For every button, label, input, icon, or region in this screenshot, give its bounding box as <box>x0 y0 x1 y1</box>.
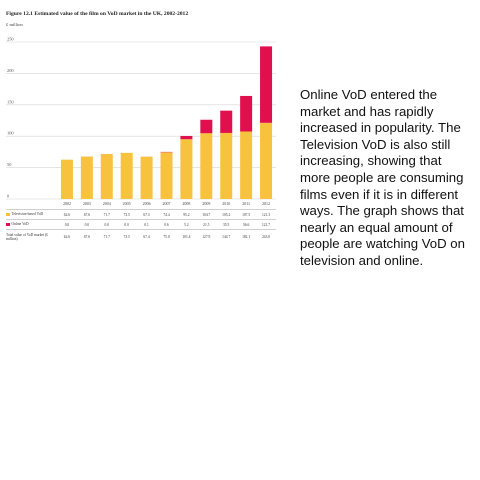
table-cell: 0.0 <box>76 219 97 230</box>
bar-online-vod <box>220 110 233 133</box>
table-cell: 107.5 <box>236 209 257 220</box>
table-cell: 0.1 <box>136 219 157 230</box>
bar-tv-vod <box>240 131 253 199</box>
table-row-label: Total value of VoD market (£ million) <box>6 229 57 244</box>
table-cell: 121.3 <box>256 209 276 220</box>
legend-label-tv: Television-based VoD <box>11 212 44 217</box>
bar-tv-vod <box>140 156 153 199</box>
bar-tv-vod <box>260 122 273 199</box>
x-tick-label: 2005 <box>123 201 131 206</box>
x-tick-label: 2002 <box>63 201 71 206</box>
x-tick-label: 2007 <box>163 201 171 206</box>
table-row-label: Online VoD <box>6 219 57 230</box>
table-cell: 182.1 <box>236 229 257 244</box>
table-cell: 0.0 <box>96 219 117 230</box>
table-cell: 73.5 <box>116 209 137 220</box>
y-tick-label: 200 <box>7 68 14 73</box>
table-cell: 21.5 <box>196 219 217 230</box>
x-tick-label: 2003 <box>83 201 91 206</box>
figure-title: Figure 12.1 Estimated value of the film … <box>6 11 189 17</box>
table-cell: 67.6 <box>76 229 97 244</box>
x-tick-label: 2006 <box>143 201 151 206</box>
table-cell: 67.6 <box>76 209 97 220</box>
table-cell: 0.0 <box>116 219 137 230</box>
x-tick-label: 2004 <box>103 201 111 206</box>
unit-label: £ million <box>6 22 23 27</box>
legend-swatch-tv <box>6 212 10 216</box>
y-tick-label: 100 <box>7 131 14 136</box>
y-tick-label: 50 <box>7 162 12 167</box>
table-cell: 101.4 <box>176 229 197 244</box>
y-tick-label: 250 <box>7 37 14 42</box>
table-cell: 35.5 <box>216 219 237 230</box>
bar-tv-vod <box>100 153 113 199</box>
bar-tv-vod <box>160 152 173 199</box>
table-cell: 243.0 <box>256 229 276 244</box>
table-cell: 121.7 <box>256 219 276 230</box>
x-tick-label: 2009 <box>202 201 210 206</box>
bar-online-vod <box>260 46 273 123</box>
table-cell: 0.0 <box>57 219 77 230</box>
data-table: Television-based VoD 62.6 67.6 71.7 73.5 67.… <box>6 209 276 244</box>
bar-tv-vod <box>180 139 193 199</box>
table-cell: 71.7 <box>96 229 117 244</box>
x-tick-label: 2011 <box>242 201 250 206</box>
table-cell: 5.2 <box>176 219 197 230</box>
table-cell: 0.6 <box>156 219 177 230</box>
table-cell: 104.7 <box>196 209 217 220</box>
table-row-tv: Television-based VoD 62.6 67.6 71.7 73.5 67.… <box>6 209 276 220</box>
x-tick-label: 2010 <box>222 201 230 206</box>
bar-online-vod <box>180 135 193 140</box>
table-cell: 71.7 <box>96 209 117 220</box>
table-cell: 73.5 <box>116 229 137 244</box>
bar-tv-vod <box>60 159 73 199</box>
table-cell: 67.3 <box>136 209 157 220</box>
table-cell: 62.6 <box>57 209 77 220</box>
bar-tv-vod <box>80 156 93 199</box>
y-tick-label: 0 <box>7 194 10 199</box>
bar-tv-vod <box>220 132 233 199</box>
legend-label-online: Online VoD <box>11 222 29 227</box>
y-tick-label: 150 <box>7 99 14 104</box>
bar-tv-vod <box>200 133 213 199</box>
table-row-online: Online VoD 0.0 0.0 0.0 0.0 0.1 0.6 5.2 21.5 35.5… <box>6 219 276 230</box>
table-cell: 62.6 <box>57 229 77 244</box>
table-cell: 127.9 <box>196 229 217 244</box>
x-tick-label: 2012 <box>262 201 270 206</box>
table-cell: 74.4 <box>156 209 177 220</box>
table-cell: 105.2 <box>216 209 237 220</box>
bar-tv-vod <box>120 152 133 199</box>
table-cell: 75.0 <box>156 229 177 244</box>
description-text: Online VoD entered the market and has ra… <box>300 87 465 268</box>
x-tick-label: 2008 <box>182 201 190 206</box>
table-cell: 56.6 <box>236 219 257 230</box>
table-cell: 144.7 <box>216 229 237 244</box>
bar-online-vod <box>200 119 213 134</box>
legend-swatch-online <box>6 222 10 226</box>
table-cell: 67.4 <box>136 229 157 244</box>
table-cell: 95.2 <box>176 209 197 220</box>
table-row-total: Total value of VoD market (£ million) 62… <box>6 229 276 244</box>
table-row-label: Television-based VoD <box>6 209 57 220</box>
bar-online-vod <box>240 95 253 132</box>
